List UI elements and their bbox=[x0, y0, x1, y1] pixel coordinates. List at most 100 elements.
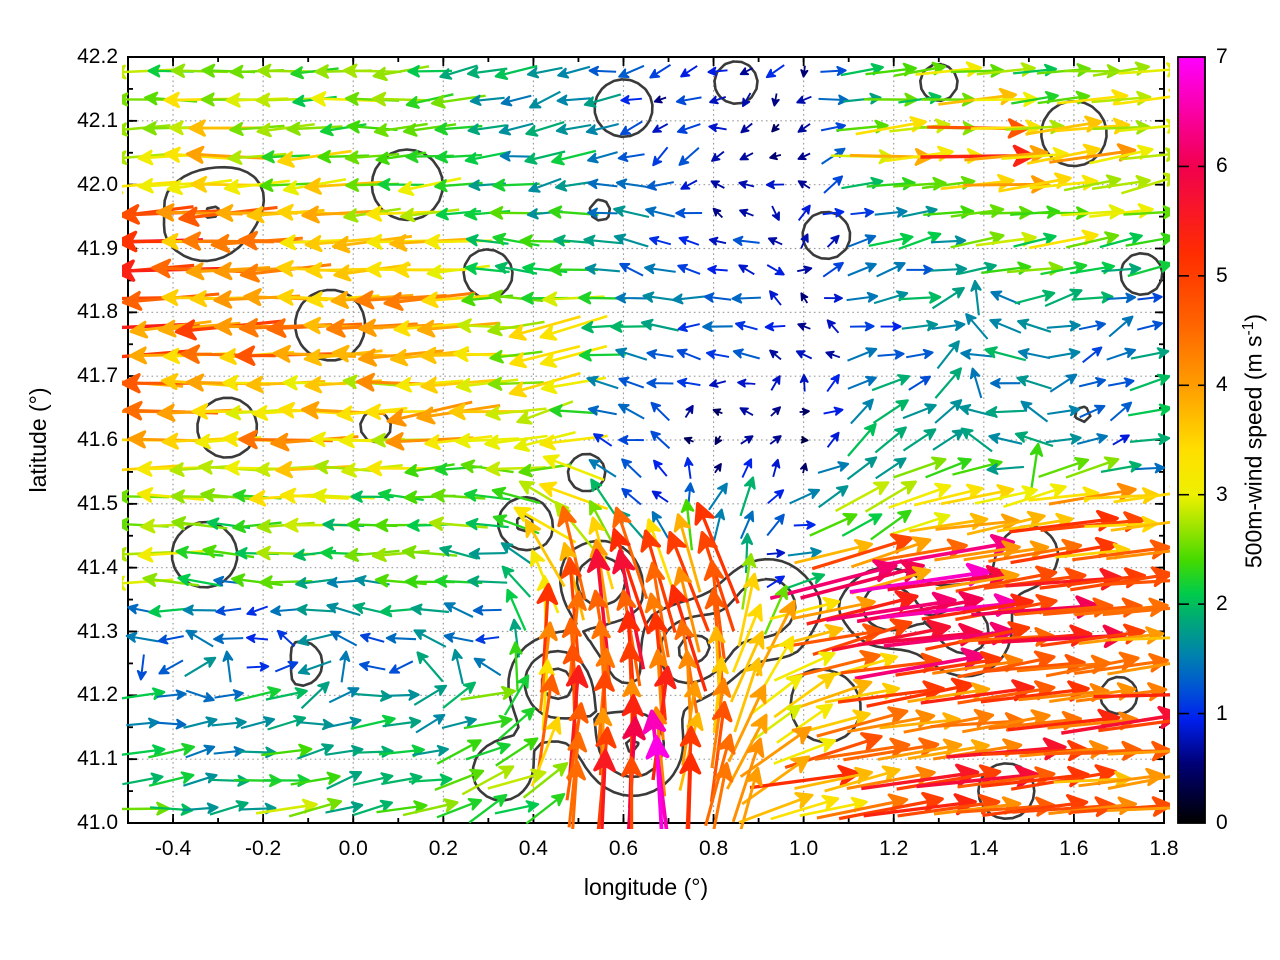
wind-arrow bbox=[1065, 456, 1120, 479]
wind-arrow bbox=[498, 122, 534, 136]
wind-arrow bbox=[773, 651, 836, 682]
wind-arrow bbox=[1056, 89, 1129, 106]
wind-arrow bbox=[979, 205, 1033, 220]
wind-arrow bbox=[402, 123, 457, 137]
wind-arrow bbox=[276, 629, 296, 648]
wind-arrow bbox=[1107, 806, 1170, 812]
wind-arrow bbox=[499, 150, 533, 162]
wind-arrow bbox=[615, 292, 648, 304]
wind-arrow bbox=[739, 407, 754, 416]
wind-arrow bbox=[255, 92, 316, 108]
wind-arrow bbox=[823, 406, 844, 416]
wind-arrow bbox=[679, 752, 702, 829]
wind-arrow bbox=[711, 656, 729, 733]
wind-arrow bbox=[1072, 539, 1170, 562]
wind-arrow bbox=[709, 95, 727, 105]
wind-arrow bbox=[740, 435, 754, 445]
wind-arrow bbox=[279, 234, 349, 251]
wind-arrow bbox=[950, 231, 1005, 249]
wind-arrow bbox=[557, 65, 591, 79]
wind-arrow bbox=[957, 261, 997, 276]
wind-arrow bbox=[618, 64, 645, 79]
wind-arrow bbox=[795, 350, 813, 360]
wind-arrow bbox=[908, 375, 931, 391]
wind-arrow bbox=[1078, 767, 1165, 788]
wind-arrow bbox=[712, 408, 723, 416]
wind-arrow bbox=[1078, 320, 1107, 331]
wind-arrow bbox=[1091, 90, 1152, 106]
wind-arrow bbox=[766, 264, 785, 276]
wind-arrow bbox=[1089, 203, 1154, 219]
wind-arrow bbox=[508, 315, 581, 341]
wind-arrow bbox=[441, 716, 477, 730]
wind-arrow bbox=[826, 234, 840, 248]
wind-arrow bbox=[620, 95, 642, 105]
wind-arrow bbox=[809, 512, 858, 537]
wind-arrow bbox=[823, 175, 844, 194]
wind-arrow bbox=[1109, 401, 1133, 422]
wind-arrow bbox=[794, 538, 874, 565]
wind-arrow bbox=[1111, 636, 1170, 642]
wind-arrow bbox=[644, 263, 676, 275]
x-tick-label: 1.8 bbox=[1149, 837, 1179, 860]
x-tick-label: 0.2 bbox=[428, 837, 458, 860]
wind-arrow bbox=[524, 518, 566, 588]
wind-arrow bbox=[1044, 288, 1083, 308]
wind-arrow bbox=[710, 677, 732, 769]
wind-arrow bbox=[713, 463, 722, 474]
wind-arrow bbox=[673, 513, 702, 593]
wind-arrow bbox=[694, 501, 740, 605]
wind-arrow bbox=[1136, 320, 1164, 331]
wind-arrow bbox=[771, 123, 780, 133]
wind-arrow bbox=[1099, 232, 1143, 249]
wind-arrow bbox=[680, 498, 695, 551]
y-tick-label: 41.2 bbox=[77, 683, 118, 707]
wind-arrow bbox=[371, 91, 431, 107]
wind-arrow bbox=[372, 65, 430, 82]
wind-arrow bbox=[1098, 719, 1170, 733]
wind-arrow bbox=[811, 533, 914, 571]
wind-arrow bbox=[645, 734, 670, 829]
wind-arrow bbox=[888, 482, 952, 509]
wind-arrow bbox=[846, 456, 878, 481]
wind-arrow bbox=[156, 718, 187, 730]
wind-arrow bbox=[769, 152, 782, 161]
wind-arrow bbox=[509, 344, 581, 369]
wind-arrow bbox=[485, 461, 547, 477]
wind-arrow bbox=[1127, 260, 1170, 278]
wind-arrow bbox=[183, 716, 218, 729]
wind-arrow bbox=[148, 771, 195, 787]
wind-arrow bbox=[824, 765, 901, 793]
wind-arrow bbox=[704, 733, 736, 827]
wind-arrow bbox=[676, 123, 701, 134]
wind-arrow bbox=[395, 376, 464, 393]
wind-arrow bbox=[645, 518, 674, 588]
wind-arrow bbox=[932, 653, 1024, 675]
wind-arrow bbox=[213, 746, 245, 757]
wind-arrow bbox=[184, 656, 217, 678]
wind-arrow bbox=[472, 605, 502, 616]
wind-arrow bbox=[646, 349, 674, 360]
wind-arrow bbox=[375, 151, 427, 165]
wind-arrow bbox=[494, 800, 540, 815]
wind-arrow bbox=[239, 746, 277, 759]
wind-arrow bbox=[653, 95, 667, 104]
wind-arrow bbox=[651, 510, 669, 539]
wind-arrow bbox=[741, 458, 753, 478]
colorbar-tick-label: 2 bbox=[1216, 592, 1228, 616]
wind-arrow bbox=[1129, 432, 1170, 446]
wind-arrow bbox=[784, 572, 826, 590]
wind-arrow bbox=[726, 713, 768, 790]
wind-arrow bbox=[767, 489, 785, 505]
wind-arrow bbox=[621, 756, 643, 829]
wind-arrow bbox=[850, 536, 932, 569]
wind-arrow bbox=[588, 589, 612, 687]
wind-arrow bbox=[818, 485, 849, 509]
wind-arrow bbox=[185, 744, 216, 759]
wind-arrow bbox=[840, 652, 943, 675]
wind-arrow bbox=[402, 798, 459, 817]
wind-arrow bbox=[678, 146, 700, 166]
x-tick-label: 1.4 bbox=[969, 837, 999, 860]
wind-arrow bbox=[880, 321, 902, 332]
wind-arrow bbox=[932, 429, 965, 451]
